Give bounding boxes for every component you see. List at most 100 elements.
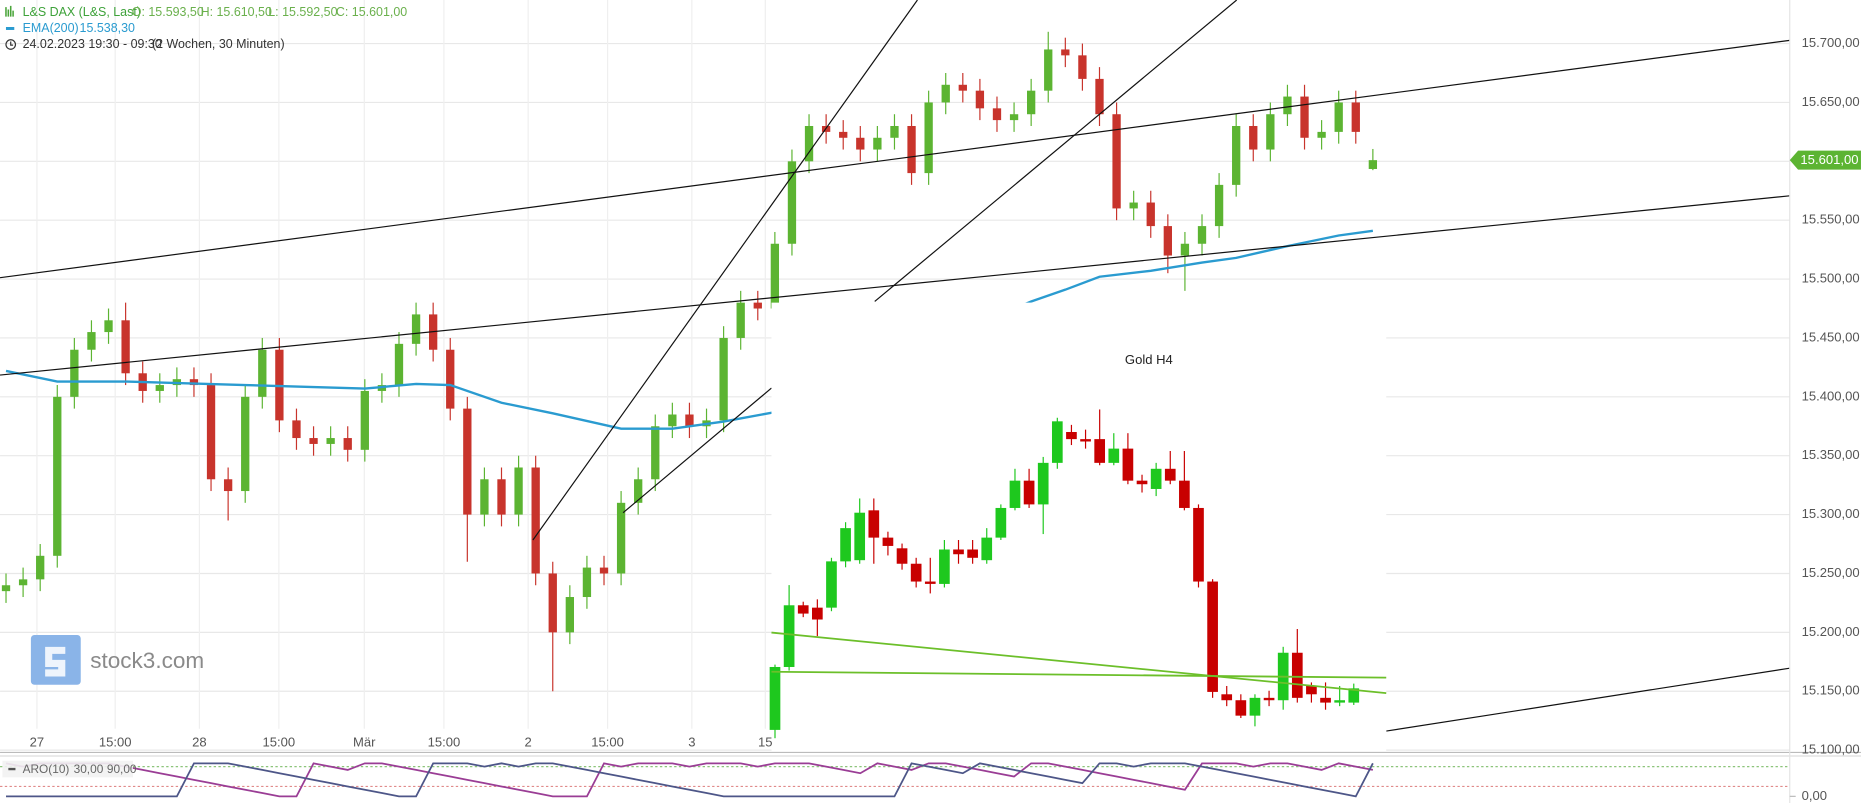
- y-tick-label: 15.150,00: [1802, 683, 1860, 698]
- candle-body: [1080, 439, 1091, 442]
- axes: 15.100,00 15.150,00 15.200,00 15.250,00 15.3…: [30, 0, 1861, 803]
- candle-body: [812, 607, 823, 620]
- candle-body: [1263, 697, 1275, 701]
- x-tick-label: 15:00: [591, 734, 624, 749]
- candle-body: [910, 563, 922, 582]
- y-tick-label: 15.300,00: [1802, 506, 1860, 521]
- level-label: 90,00: [107, 762, 137, 776]
- candle-body: [981, 537, 993, 561]
- candle-body: [1334, 700, 1345, 703]
- candle-body: [104, 320, 113, 333]
- main-plot: [1, 31, 1378, 692]
- candle-body: [258, 349, 267, 397]
- x-tick-label: 15:00: [428, 734, 461, 749]
- candle-body: [1051, 421, 1063, 463]
- candle-body: [1037, 462, 1049, 505]
- candle-body: [882, 537, 894, 546]
- candle-body: [992, 108, 1002, 121]
- logo: stock3.com: [30, 634, 204, 685]
- y-tick-label: 15.650,00: [1802, 94, 1860, 109]
- ema-last-value: 15.538,30: [80, 21, 135, 35]
- indicator-line: [6, 762, 1374, 798]
- symbol-icon: [5, 5, 14, 17]
- candle-body: [1009, 114, 1019, 121]
- candle-body: [360, 390, 369, 450]
- candle-body: [753, 302, 762, 309]
- candle-body: [463, 408, 472, 515]
- clock-icon: [10, 41, 14, 46]
- candle-body: [907, 125, 916, 174]
- candle-body: [769, 666, 781, 730]
- candle-body: [651, 426, 660, 480]
- candle-body: [1334, 102, 1343, 132]
- inset-trend-line: [771, 670, 1387, 679]
- trend-lines: [0, 0, 1790, 732]
- candle-body: [1163, 226, 1172, 256]
- candle-body: [1, 585, 11, 592]
- candle-body: [411, 314, 421, 344]
- logo-icon: [45, 646, 66, 677]
- candle-body: [1146, 202, 1155, 227]
- y-tick-label: 0,00: [1802, 788, 1827, 803]
- candle-body: [1249, 125, 1258, 150]
- trend-line: [1386, 667, 1790, 732]
- candle-body: [1214, 184, 1224, 227]
- ema-line: [5, 229, 1374, 430]
- logo-text: stock3.com: [90, 648, 204, 673]
- x-tick-label: 28: [192, 734, 207, 749]
- indicator-line: [5, 762, 1374, 798]
- y-tick-label: 15.700,00: [1802, 35, 1860, 50]
- candle-body: [1180, 243, 1190, 256]
- y-tick-label: 15.250,00: [1802, 565, 1860, 580]
- candle-body: [770, 243, 780, 309]
- trend-line: [532, 0, 918, 541]
- candle-body: [1283, 96, 1292, 115]
- last-price-tag: [1789, 150, 1861, 170]
- candle-body: [967, 549, 978, 558]
- candle-body: [1249, 697, 1261, 716]
- candle-body: [958, 84, 967, 91]
- candle-body: [1026, 90, 1036, 115]
- candle-body: [840, 528, 851, 562]
- candle-body: [121, 320, 130, 374]
- candle-body: [206, 385, 216, 480]
- candle-body: [87, 332, 96, 350]
- candle-body: [668, 414, 677, 427]
- candle-body: [995, 507, 1007, 538]
- indicator-title: ARO(10): [23, 762, 70, 776]
- trend-line: [874, 0, 1238, 302]
- candle-body: [480, 479, 489, 515]
- period: (2 Wochen, 30 Minuten): [152, 37, 285, 51]
- x-tick-label: Mär: [353, 734, 376, 749]
- indicator-panel: [0, 762, 1790, 798]
- x-tick-label: 3: [688, 734, 695, 749]
- inset-lines: [771, 631, 1387, 694]
- inset-trend-line: [771, 631, 1387, 694]
- candle-body: [1044, 49, 1053, 91]
- candle-body: [1197, 226, 1207, 244]
- candle-body: [924, 102, 933, 174]
- candle-body: [70, 349, 79, 397]
- candle-body: [634, 479, 643, 503]
- candle-body: [896, 548, 908, 564]
- candle-body: [685, 414, 694, 427]
- candle-body: [1207, 581, 1218, 692]
- candle-body: [53, 396, 62, 556]
- trend-line: [622, 387, 772, 514]
- candle-body: [1023, 480, 1035, 505]
- x-tick-label: 27: [30, 734, 45, 749]
- candle-body: [1122, 448, 1134, 481]
- candle-body: [797, 605, 809, 614]
- candle-body: [343, 438, 352, 450]
- ema-legend: EMA(200): [23, 21, 79, 35]
- candle-body: [36, 555, 45, 580]
- trend-line: [0, 39, 1790, 279]
- x-tick-label: 2: [525, 734, 532, 749]
- y-tick-label: 15.500,00: [1802, 271, 1860, 286]
- candle-body: [783, 605, 795, 667]
- ohlc-close: C: 15.601,00: [336, 5, 407, 19]
- candle-body: [854, 512, 866, 561]
- legend-background: [2, 760, 133, 778]
- candle-body: [1193, 507, 1204, 582]
- x-tick-label: 15: [758, 734, 773, 749]
